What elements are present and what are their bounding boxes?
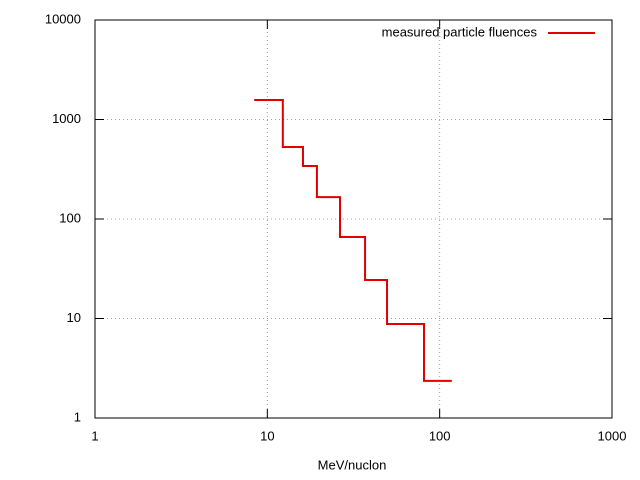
y-tick-label: 1000 (52, 111, 81, 126)
x-tick-label: 100 (429, 428, 451, 443)
y-tick-label: 10000 (45, 11, 81, 26)
plot-frame (94, 19, 613, 419)
x-tick-label: 1000 (598, 428, 627, 443)
y-tick-label: 100 (59, 210, 81, 225)
x-tick-label: 10 (260, 428, 274, 443)
x-axis-label: MeV/nuclon (318, 457, 387, 472)
x-tick-label: 1 (91, 428, 98, 443)
legend-label: measured particle fluences (382, 24, 538, 39)
y-tick-label: 10 (67, 310, 81, 325)
y-tick-label: 1 (74, 409, 81, 424)
